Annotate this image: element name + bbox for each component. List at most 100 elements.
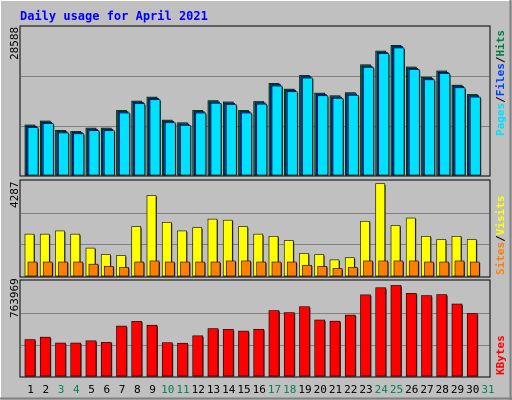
bar-kbytes [390,285,402,377]
bar-pages [302,77,313,176]
day-label: 24 [375,383,389,396]
day-label: 26 [405,383,418,396]
day-label: 27 [420,383,433,396]
bar-kbytes [375,287,387,377]
bar-kbytes [360,294,371,377]
bar-kbytes [24,339,36,377]
bar-kbytes [451,303,463,377]
bar-sites [27,261,38,277]
bar-sites [271,261,282,277]
day-label: 10 [161,383,174,396]
legend-visits: Visits [494,196,507,236]
legend-hits-panel: Pages/Files/Hits [494,30,507,136]
bar-pages [27,127,39,176]
bar-sites [286,261,297,277]
bar-sites [378,260,389,277]
bar-kbytes [283,312,295,377]
day-label: 15 [237,383,250,396]
day-label: 31 [481,383,494,396]
bar-pages [134,103,146,176]
bar-pages [469,96,481,176]
bar-kbytes [146,324,158,377]
legend-files: Files [494,63,507,96]
bar-pages [88,130,100,176]
day-label: 2 [42,383,49,396]
day-label: 14 [222,383,236,396]
day-label: 13 [207,383,220,396]
legend-separator-2: / [494,56,507,63]
day-label: 20 [314,383,327,396]
y-max-label-kbytes: 763969 [8,278,21,318]
legend-visits-panel: Sites/Visits [494,196,507,276]
legend-pages: Pages [494,103,507,136]
bar-sites [195,261,206,277]
bar-kbytes [39,336,51,377]
day-label: 30 [466,383,479,396]
day-label: 1 [27,383,34,396]
day-label: 3 [58,383,65,396]
bar-sites [164,261,175,277]
bar-pages [103,130,115,176]
bar-pages [317,95,329,176]
bar-kbytes [70,342,82,377]
day-label: 18 [283,383,296,396]
bar-sites [347,267,358,277]
y-max-label-hits: 28588 [8,27,21,60]
bar-kbytes [268,310,280,377]
bar-pages [180,125,191,176]
bar-pages [271,85,283,176]
bar-pages [210,102,222,176]
bar-pages [424,79,435,176]
day-label: 4 [73,383,80,396]
bar-pages [393,47,405,176]
day-label: 17 [268,383,281,396]
bar-kbytes [131,321,143,377]
bar-kbytes [436,294,448,377]
bar-sites [42,261,53,277]
bar-kbytes [192,335,204,377]
bar-pages [164,122,176,176]
bar-kbytes [405,293,417,377]
bar-pages [73,133,85,176]
bar-sites [393,260,404,277]
chart-title: Daily usage for April 2021 [20,9,208,23]
bar-sites [88,263,99,277]
bar-kbytes [253,328,265,377]
bar-sites [225,260,236,277]
bar-sites [119,267,129,277]
bar-pages [256,103,268,176]
bar-pages [42,123,54,176]
bar-pages [408,69,420,176]
bar-sites [408,260,419,277]
legend-separator-1: / [494,96,507,103]
bar-sites [317,266,328,277]
bar-sites [73,261,84,277]
day-label: 28 [436,383,449,396]
bar-sites [424,261,434,277]
day-label: 22 [344,383,357,396]
bar-pages [241,112,252,176]
bar-kbytes [421,295,432,377]
day-label: 6 [103,383,110,396]
day-label: 23 [359,383,372,396]
bar-sites [149,260,160,277]
bar-pages [119,112,130,176]
legend-separator-3: / [494,235,507,242]
legend-kbytes-panel: KBytes [494,335,507,375]
bar-kbytes [161,342,173,377]
legend-kbytes: KBytes [494,335,507,375]
bar-kbytes [344,314,356,377]
bar-pages [363,67,374,176]
bar-kbytes [207,328,219,377]
bar-kbytes [177,342,188,377]
day-label: 19 [298,383,311,396]
day-label: 5 [88,383,95,396]
bar-pages [454,87,466,176]
bar-kbytes [222,329,234,377]
bar-sites [469,261,480,277]
bar-sites [332,268,343,277]
day-label: 25 [390,383,403,396]
bar-sites [256,261,267,277]
day-label: 7 [119,383,126,396]
bar-sites [210,261,221,277]
